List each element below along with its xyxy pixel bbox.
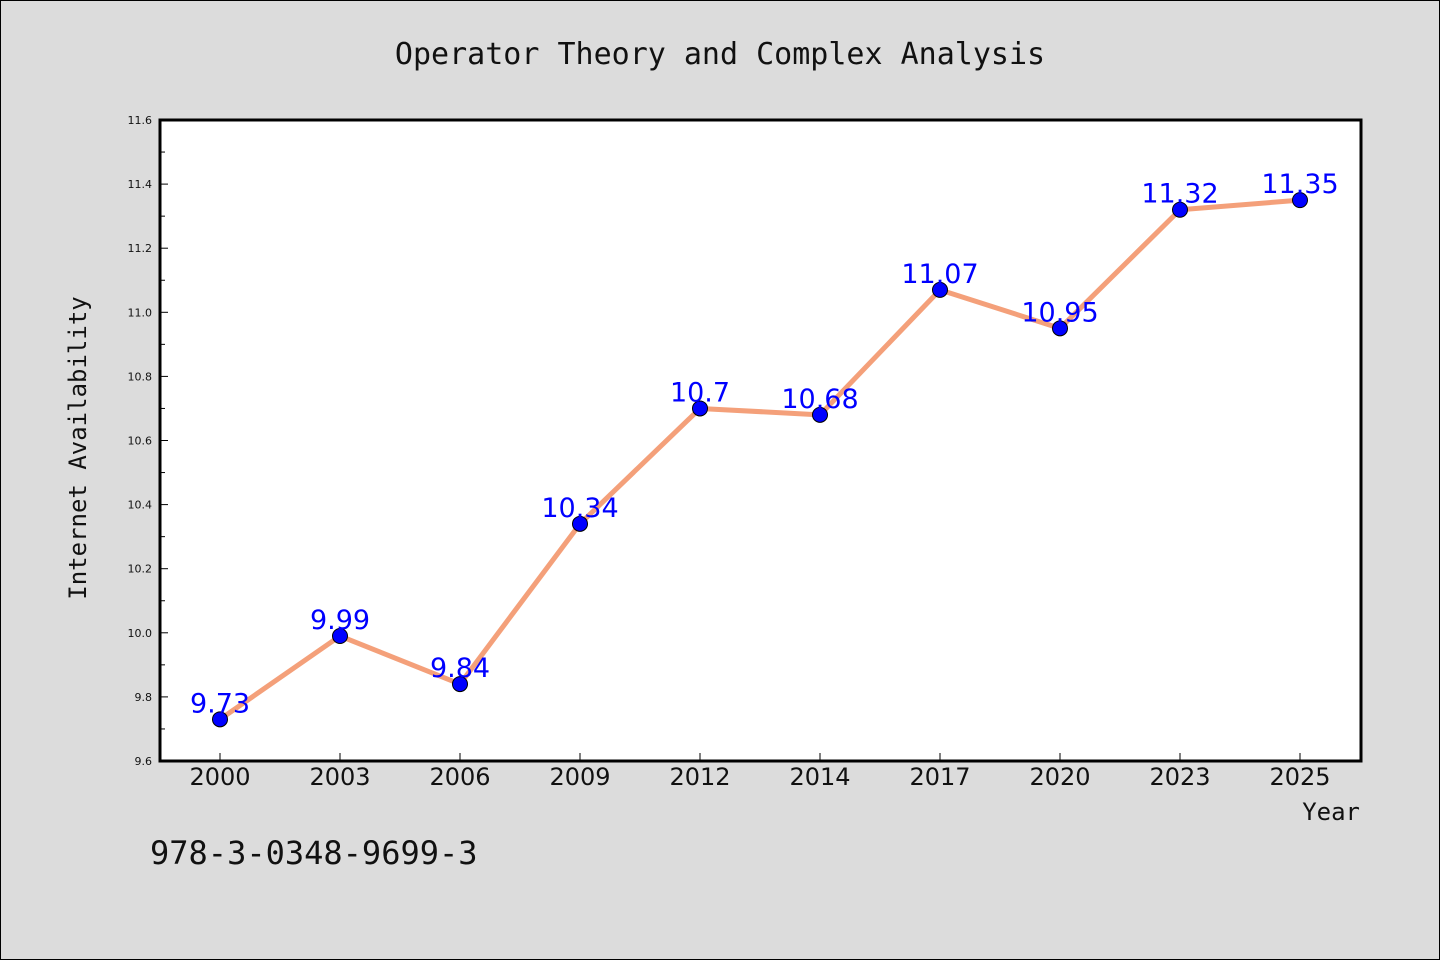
- data-point: [1292, 192, 1308, 209]
- y-tick-label: 11.4: [128, 178, 153, 191]
- y-tick-label: 10.6: [128, 435, 153, 448]
- y-tick-label: 10.0: [128, 627, 153, 640]
- data-point: [932, 281, 948, 298]
- x-tick-label: 2025: [1269, 763, 1330, 791]
- data-label: 9.73: [190, 688, 250, 719]
- y-tick-label: 10.8: [128, 370, 153, 383]
- data-label: 10.95: [1021, 297, 1098, 328]
- data-point: [812, 406, 828, 423]
- y-tick-label: 10.2: [128, 563, 153, 576]
- data-point: [452, 676, 468, 693]
- y-axis-label: Internet Availability: [64, 296, 92, 599]
- data-label: 10.34: [541, 493, 618, 524]
- data-point: [212, 711, 228, 728]
- x-axis: 2000 2003 2006 2009 2012 2014 2017 2020 2023 2025: [189, 753, 1331, 791]
- x-tick-label: 2017: [909, 763, 970, 791]
- x-tick-label: 2009: [549, 763, 610, 791]
- data-label: 11.35: [1261, 169, 1338, 200]
- y-tick-label: 10.4: [128, 499, 153, 512]
- y-tick-label: 11.0: [128, 306, 153, 319]
- data-label: 11.32: [1141, 179, 1218, 210]
- data-point: [332, 628, 348, 645]
- isbn-footnote: 978-3-0348-9699-3: [150, 834, 478, 872]
- series-line: [217, 197, 1303, 722]
- data-point: [572, 515, 588, 532]
- x-tick-label: 2023: [1149, 763, 1210, 791]
- x-tick-label: 2012: [669, 763, 730, 791]
- data-point: [1052, 320, 1068, 337]
- y-axis: 9.6 9.8 10.0 10.2 10.4 10.6 10.8 11.0 11.2 11.4 11…: [128, 114, 168, 768]
- data-point: [692, 400, 708, 417]
- x-axis-label: Year: [1302, 798, 1360, 826]
- data-label: 10.68: [781, 384, 858, 415]
- x-tick-label: 2003: [309, 763, 370, 791]
- x-tick-label: 2000: [189, 763, 250, 791]
- data-point: [1172, 201, 1188, 218]
- y-tick-label: 11.6: [128, 114, 153, 127]
- x-tick-label: 2020: [1029, 763, 1090, 791]
- data-label: 9.99: [310, 605, 370, 636]
- data-label: 10.7: [670, 377, 730, 408]
- x-tick-label: 2006: [429, 763, 490, 791]
- data-label: 9.84: [430, 653, 490, 684]
- data-labels: 9.73 9.99 9.84 10.34 10.7 10.68 11.07 10.95 11.3…: [190, 169, 1339, 719]
- data-label: 11.07: [901, 259, 978, 290]
- x-tick-label: 2014: [789, 763, 850, 791]
- series-markers: [212, 192, 1308, 728]
- y-tick-label: 11.2: [128, 242, 153, 255]
- y-tick-label: 9.6: [135, 755, 153, 768]
- y-tick-label: 9.8: [135, 691, 153, 704]
- chart-title: Operator Theory and Complex Analysis: [395, 37, 1045, 72]
